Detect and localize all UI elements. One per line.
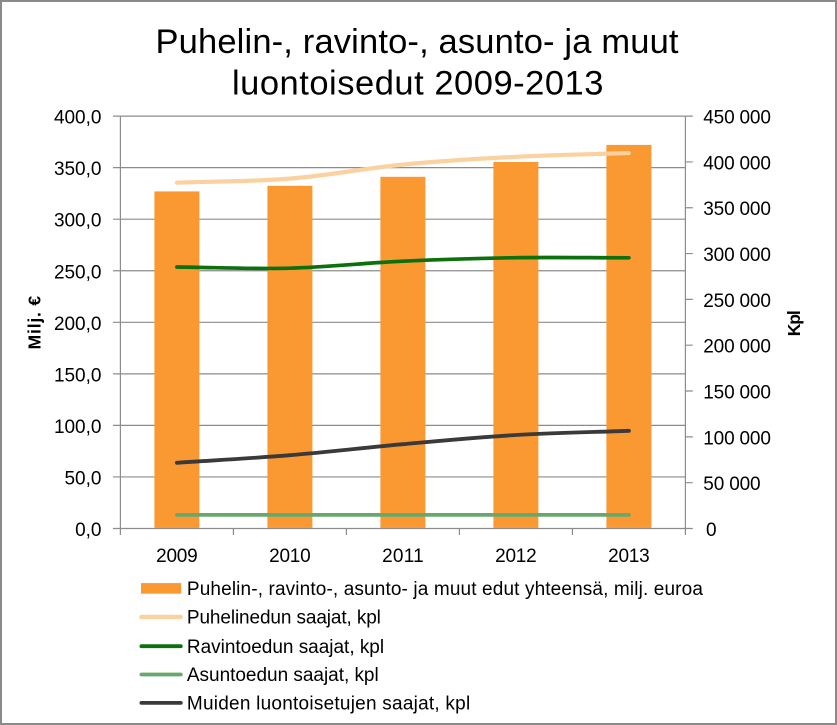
- svg-text:2011: 2011: [382, 546, 424, 567]
- svg-text:Puhelinedun saajat, kpl: Puhelinedun saajat, kpl: [187, 608, 381, 629]
- svg-text:Muiden luontoisetujen saajat,: Muiden luontoisetujen saajat, kpl: [187, 694, 470, 715]
- svg-text:0: 0: [706, 520, 717, 541]
- svg-text:Milj. €: Milj. €: [25, 296, 45, 350]
- svg-text:50,0: 50,0: [65, 468, 102, 489]
- svg-text:250,0: 250,0: [54, 262, 101, 283]
- svg-text:2013: 2013: [608, 546, 650, 567]
- svg-text:luontoisedut 2009-2013: luontoisedut 2009-2013: [232, 64, 604, 102]
- svg-text:Asuntoedun saajat, kpl: Asuntoedun saajat, kpl: [187, 665, 379, 686]
- svg-text:200 000: 200 000: [703, 337, 771, 358]
- svg-text:Ravintoedun saajat, kpl: Ravintoedun saajat, kpl: [187, 637, 384, 658]
- svg-text:400,0: 400,0: [54, 108, 101, 129]
- svg-text:100 000: 100 000: [703, 428, 771, 449]
- svg-text:200,0: 200,0: [54, 314, 101, 335]
- svg-text:300 000: 300 000: [703, 245, 771, 266]
- svg-text:100,0: 100,0: [54, 417, 101, 438]
- svg-text:Puhelin-, ravinto-, asunto- ja: Puhelin-, ravinto-, asunto- ja muut edut…: [187, 579, 703, 600]
- svg-text:350,0: 350,0: [54, 159, 101, 180]
- svg-text:Puhelin-, ravinto-, asunto- ja: Puhelin-, ravinto-, asunto- ja muut: [156, 23, 679, 61]
- svg-text:2009: 2009: [156, 546, 198, 567]
- svg-text:2010: 2010: [269, 546, 311, 567]
- svg-text:450 000: 450 000: [703, 108, 771, 129]
- svg-text:Kpl: Kpl: [784, 310, 804, 336]
- svg-text:50 000: 50 000: [703, 474, 760, 495]
- svg-text:2012: 2012: [495, 546, 537, 567]
- svg-text:150,0: 150,0: [54, 365, 101, 386]
- svg-text:400 000: 400 000: [703, 153, 771, 174]
- svg-text:0,0: 0,0: [75, 520, 101, 541]
- svg-text:300,0: 300,0: [54, 211, 101, 232]
- svg-text:350 000: 350 000: [703, 199, 771, 220]
- svg-text:150 000: 150 000: [703, 383, 771, 404]
- svg-text:250 000: 250 000: [703, 291, 771, 312]
